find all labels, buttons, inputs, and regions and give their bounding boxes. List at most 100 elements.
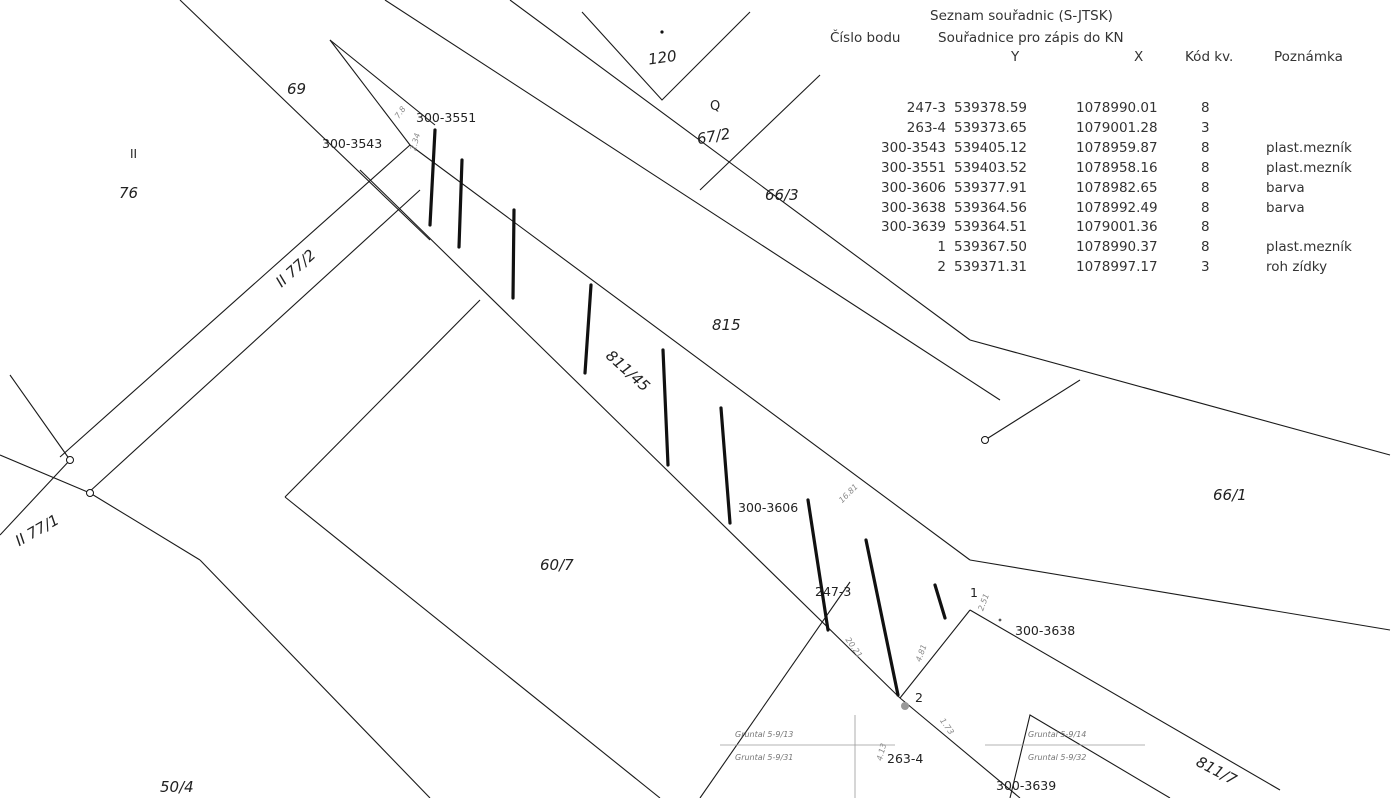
boundary-line [1009,714,1171,798]
point-number: 300-3551 [881,159,946,176]
quality-code: 8 [1201,199,1210,216]
point-number: 263-4 [906,119,946,136]
hatch-stroke [806,498,830,632]
parcel-label: Q [710,99,720,114]
note: barva [1266,199,1305,216]
note: barva [1266,179,1305,196]
point-3638-dot [998,618,1002,622]
quality-code: 8 [1201,219,1210,236]
boundary-line [0,454,91,494]
note: roh zídky [1266,259,1328,276]
table-row: 2 539371.31 1078997.17 3 roh zídky [826,259,1391,278]
boundary-line [359,169,901,699]
parcel-label: II 77/1 [12,511,62,550]
boundary-line [0,459,71,536]
gruntal-label: Gruntal 5-9/32 [1028,753,1086,762]
table-row: 300-3606 539377.91 1078982.65 8 barva [826,180,1391,199]
parcel-label: 76 [119,184,138,202]
coord-x: 1078992.49 [1076,199,1158,216]
coord-x: 1078958.16 [1076,159,1158,176]
header-code: Kód kv. [1185,49,1234,65]
point-2-marker [901,702,909,710]
gruntal-reference: Gruntal 5-9/13 Gruntal 5-9/14 Gruntal 5-… [720,715,1145,798]
parcel-label: 66/1 [1213,486,1247,504]
hatching-811-45 [428,128,947,697]
point-number: 1 [937,239,946,256]
header-point-number: Číslo bodu [830,30,901,46]
coord-y: 539403.52 [954,159,1028,176]
parcel-label: 811/45 [602,347,653,396]
survey-markers [66,30,1002,710]
dimension-label: 2.51 [976,592,991,612]
boundary-line [969,609,1281,791]
boundary-line [409,144,971,561]
parcel-label: 69 [287,80,306,98]
point-labels: 300-3543 300-3551 300-3606 247-3 1 300-3… [322,110,1075,793]
boundary-line [969,339,1391,456]
dimension-label: 7.8 [393,105,408,121]
boundary-line [284,496,661,798]
boundary-line [329,39,411,146]
point-label: 2 [915,690,923,705]
point-label: 300-3639 [996,778,1056,793]
boundary-line [284,299,481,498]
gruntal-label: Gruntal 5-9/31 [735,753,793,762]
boundary-line [899,697,1021,798]
point-label: 263-4 [887,751,923,766]
coord-y: 539405.12 [954,139,1028,156]
note: plast.mezník [1266,159,1352,176]
boundary-marker [981,436,989,444]
parcel-label: II [130,147,137,161]
table-row: 300-3638 539364.56 1078992.49 8 barva [826,200,1391,219]
point-number: 247-3 [906,100,946,116]
hatch-stroke [583,283,593,375]
header-coordinates: Souřadnice pro zápis do KN [938,30,1124,46]
dimension-label: 1.73 [938,717,956,737]
hatch-stroke [933,583,947,620]
table-row: 263-4 539373.65 1079001.28 3 [826,120,1391,139]
hatch-stroke [457,158,464,249]
coord-y: 539373.65 [954,119,1028,136]
quality-code: 3 [1201,119,1210,136]
point-label: 300-3606 [738,500,798,515]
note: plast.mezník [1266,139,1352,156]
boundary-line [899,609,971,699]
coord-y: 539364.56 [954,199,1028,216]
boundary-line [9,374,71,461]
parcel-label: 60/7 [540,556,574,574]
dimension-label: 20.21 [844,636,865,660]
parcel-label: 50/4 [160,778,194,796]
coord-x: 1078990.37 [1076,239,1158,256]
point-number: 300-3543 [881,139,946,156]
gruntal-label: Gruntal 5-9/13 [735,730,793,739]
point-label: 247-3 [815,584,851,599]
coord-x: 1078990.01 [1076,100,1158,116]
dimension-label: 16.81 [837,482,860,505]
note: plast.mezník [1266,239,1352,256]
dimension-label: 4.13 [875,742,888,762]
table-row: 300-3639 539364.51 1079001.36 8 [826,219,1391,238]
boundary-marker [66,456,74,464]
dimension-label: 4.81 [914,643,929,663]
boundary-line [179,0,431,241]
table-row: 247-3 539378.59 1078990.01 8 [826,100,1391,119]
header-y: Y [1011,49,1020,65]
gruntal-label: Gruntal 5-9/14 [1028,730,1086,739]
quality-code: 8 [1201,100,1210,116]
boundary-line [699,581,851,798]
coord-x: 1078997.17 [1076,259,1158,276]
boundary-line [59,144,411,458]
boundary-line [89,492,201,561]
boundary-line [984,379,1081,441]
coord-x: 1078959.87 [1076,139,1158,156]
point-number: 300-3638 [881,199,946,216]
quality-code: 8 [1201,179,1210,196]
boundary-line [199,559,431,798]
coord-y: 539371.31 [954,259,1028,276]
point-label: 300-3638 [1015,623,1075,638]
parcel-label: 811/7 [1193,753,1240,789]
table-row: 300-3551 539403.52 1078958.16 8 plast.mezník [826,160,1391,179]
coord-y: 539367.50 [954,239,1028,256]
hatch-stroke [719,406,732,525]
